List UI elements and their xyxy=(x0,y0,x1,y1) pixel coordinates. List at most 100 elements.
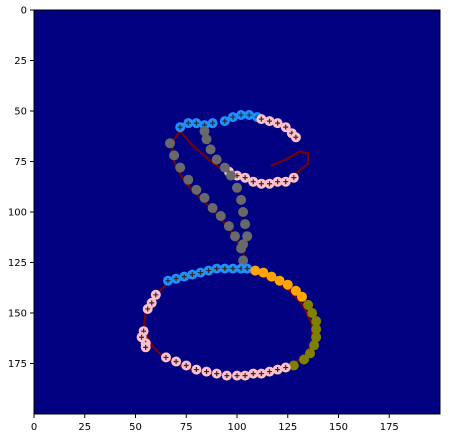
y-tick-label: 25 xyxy=(14,56,27,67)
point-cross-marker xyxy=(183,363,189,369)
segment-3 xyxy=(199,126,253,250)
segment-point xyxy=(215,211,226,221)
point-cross-marker xyxy=(173,276,179,282)
point-cross-marker xyxy=(266,181,272,187)
segment-1 xyxy=(256,114,301,143)
point-cross-marker xyxy=(224,373,230,379)
segment-point xyxy=(288,360,299,371)
point-cross-marker xyxy=(244,266,250,272)
x-tick-label: 125 xyxy=(278,422,297,433)
point-cross-marker xyxy=(258,181,264,187)
segment-point xyxy=(290,285,301,296)
segment-point xyxy=(303,299,314,310)
point-cross-marker xyxy=(283,124,289,130)
segment-point xyxy=(266,271,277,282)
plot-background xyxy=(34,10,440,414)
point-cross-marker xyxy=(275,120,281,126)
point-cross-marker xyxy=(234,373,240,379)
segment-point xyxy=(232,182,242,193)
segment-point xyxy=(258,267,269,278)
point-cross-marker xyxy=(275,179,281,185)
segment-point xyxy=(309,340,320,351)
segment-point xyxy=(236,194,247,205)
segment-point xyxy=(299,354,309,365)
point-cross-marker xyxy=(149,300,155,306)
x-tick-label: 0 xyxy=(31,422,37,433)
segment-point xyxy=(311,332,322,343)
segment-point xyxy=(199,192,210,203)
segment-point xyxy=(219,162,230,173)
segment-point xyxy=(307,308,318,318)
segment-point xyxy=(240,219,251,230)
segment-8 xyxy=(232,362,291,381)
y-tick-label: 50 xyxy=(14,107,27,118)
point-cross-marker xyxy=(139,334,145,340)
segment-point xyxy=(207,203,218,213)
point-cross-marker xyxy=(185,120,191,126)
point-cross-marker xyxy=(181,274,187,280)
segment-point xyxy=(282,279,293,290)
segment-point xyxy=(238,255,249,266)
point-cross-marker xyxy=(242,175,248,181)
segment-point xyxy=(191,184,202,195)
segment-5 xyxy=(163,263,253,286)
y-tick-label: 100 xyxy=(8,208,27,219)
point-cross-marker xyxy=(283,179,289,185)
point-cross-marker xyxy=(173,358,179,364)
segments-layer xyxy=(136,110,322,381)
point-cross-marker xyxy=(210,120,216,126)
point-cross-marker xyxy=(250,179,256,185)
point-cross-marker xyxy=(153,292,159,298)
segment-point xyxy=(205,144,216,155)
point-cross-marker xyxy=(283,365,289,371)
segment-point xyxy=(311,324,322,335)
segment-point xyxy=(311,316,322,327)
point-cross-marker xyxy=(204,369,210,375)
point-cross-marker xyxy=(163,354,169,360)
segment-point xyxy=(175,162,186,173)
y-axis-ticks: 0 25 50 75 100 125 150 175 xyxy=(8,6,34,370)
segment-point xyxy=(201,134,212,145)
segment-point xyxy=(199,126,210,137)
x-tick-label: 75 xyxy=(180,422,193,433)
point-cross-marker xyxy=(266,118,272,124)
point-cross-marker xyxy=(238,112,244,118)
point-cross-marker xyxy=(222,266,228,272)
segment-point xyxy=(223,221,234,232)
segment-point xyxy=(211,154,222,165)
point-cross-marker xyxy=(242,373,248,379)
segment-point xyxy=(305,348,316,359)
y-tick-label: 75 xyxy=(14,157,27,168)
y-tick-label: 150 xyxy=(8,309,27,320)
point-cross-marker xyxy=(145,306,151,312)
point-cross-marker xyxy=(177,124,183,130)
point-cross-marker xyxy=(250,371,256,377)
y-tick-label: 175 xyxy=(8,359,27,370)
segment-point xyxy=(238,207,249,217)
segment-point xyxy=(297,291,307,302)
x-tick-label: 175 xyxy=(380,422,399,433)
x-tick-label: 150 xyxy=(329,422,348,433)
plot-frame xyxy=(33,9,441,415)
point-cross-marker xyxy=(197,270,203,276)
point-cross-marker xyxy=(193,120,199,126)
point-cross-marker xyxy=(222,118,228,124)
x-tick-label: 50 xyxy=(129,422,142,433)
point-cross-marker xyxy=(258,371,264,377)
point-cross-marker xyxy=(258,116,264,122)
y-tick-label: 125 xyxy=(8,258,27,269)
segment-point xyxy=(165,138,175,149)
x-tick-label: 100 xyxy=(227,422,246,433)
point-cross-marker xyxy=(246,112,252,118)
point-cross-marker xyxy=(214,266,220,272)
point-cross-marker xyxy=(189,272,195,278)
segment-point xyxy=(250,265,261,276)
x-tick-label: 25 xyxy=(78,422,91,433)
segment-6 xyxy=(250,265,307,302)
segment-10 xyxy=(136,326,151,353)
point-cross-marker xyxy=(165,278,171,284)
point-cross-marker xyxy=(214,371,220,377)
segment-point xyxy=(242,231,253,242)
segment-point xyxy=(169,150,180,161)
